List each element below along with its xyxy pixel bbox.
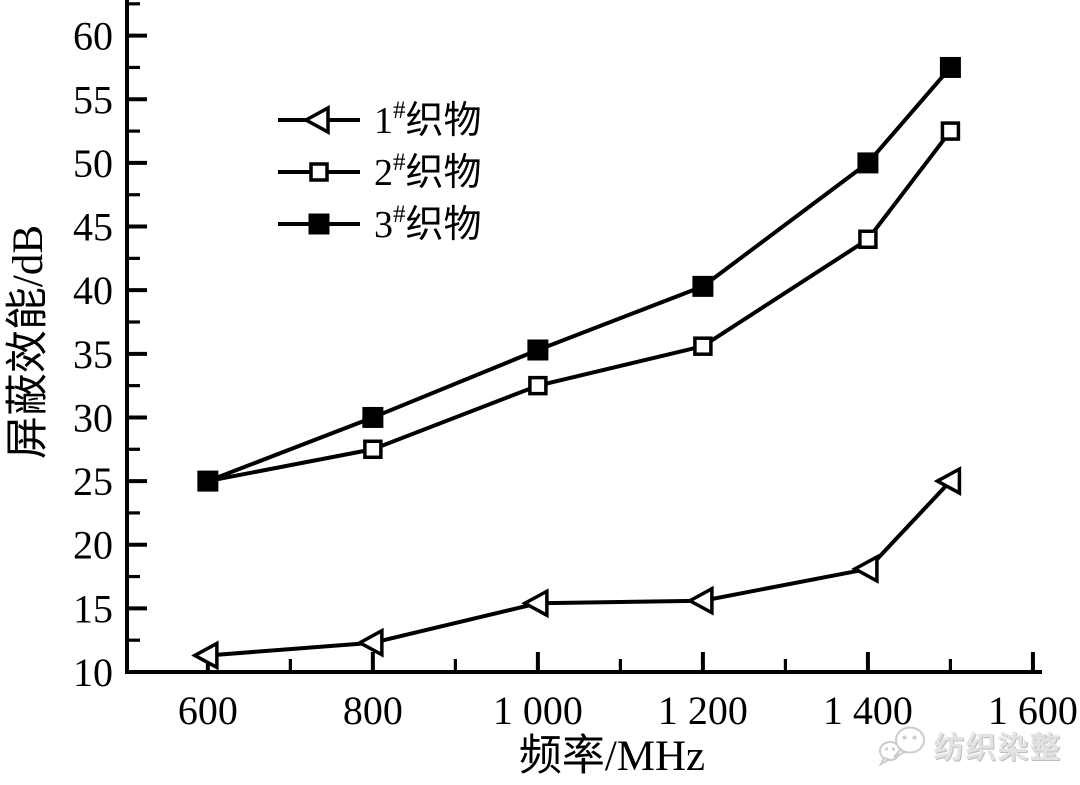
y-tick-label: 15 <box>73 586 113 631</box>
y-tick-label: 60 <box>73 14 113 59</box>
x-tick-label: 1 400 <box>823 688 913 733</box>
legend-item-2: 2#织物 <box>278 149 482 194</box>
y-tick-label: 40 <box>73 268 113 313</box>
y-axis-title: 屏蔽效能/dB <box>5 225 52 459</box>
x-tick-label: 1 600 <box>988 688 1078 733</box>
y-tick-label: 50 <box>73 141 113 186</box>
y-tick-label: 35 <box>73 332 113 377</box>
legend-label: 2#织物 <box>374 149 482 194</box>
x-tick-label: 600 <box>178 688 238 733</box>
x-axis-title: 频率/MHz <box>519 732 705 780</box>
legend-item-3: 3#织物 <box>278 201 482 246</box>
x-tick-label: 1 000 <box>493 688 583 733</box>
y-tick-label: 10 <box>73 650 113 695</box>
legend-label: 3#织物 <box>374 201 482 246</box>
legend-item-1: 1#织物 <box>278 97 482 142</box>
y-tick-label: 30 <box>73 395 113 440</box>
y-tick-label: 25 <box>73 459 113 504</box>
x-tick-label: 1 200 <box>658 688 748 733</box>
y-tick-label: 20 <box>73 523 113 568</box>
x-tick-label: 800 <box>343 688 403 733</box>
y-tick-label: 45 <box>73 205 113 250</box>
legend-label: 1#织物 <box>374 97 482 142</box>
y-tick-label: 55 <box>73 77 113 122</box>
x-axis-ticks: 600 800 1 000 1 200 1 400 1 600 <box>178 652 1078 733</box>
legend: 1#织物 2#织物 3#织物 <box>278 97 482 246</box>
series-1 <box>191 466 962 671</box>
axes <box>125 0 1042 674</box>
series-3 <box>197 56 961 492</box>
y-axis-ticks: 10 15 20 25 30 35 40 45 50 55 60 <box>73 2 147 695</box>
